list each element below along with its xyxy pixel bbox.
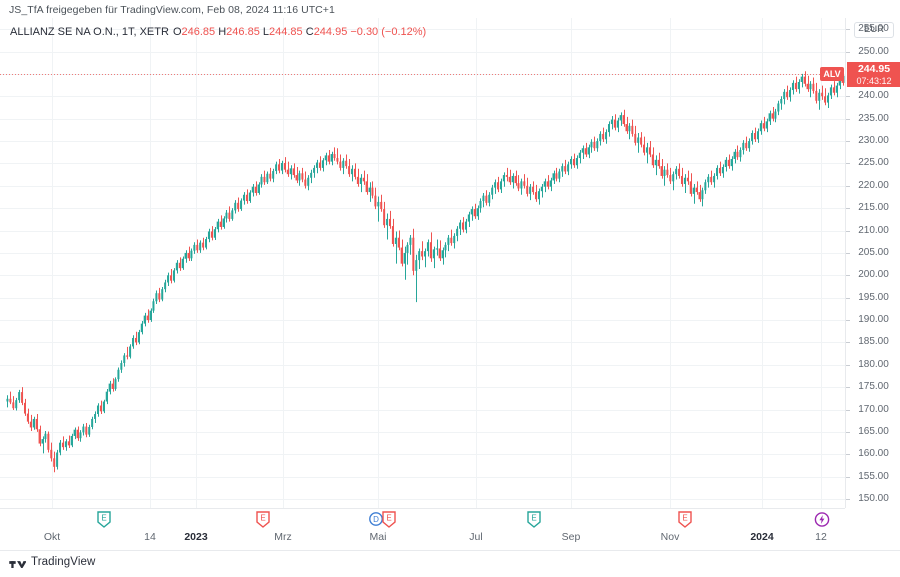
attribution-text: JS_TfA freigegeben für TradingView.com, … xyxy=(9,4,335,16)
price-scale[interactable]: EUR 255.00250.00245.00240.00235.00230.00… xyxy=(820,18,900,508)
price-tick: 190.00 xyxy=(846,314,900,326)
time-tick: Nov xyxy=(660,531,680,543)
grid-lines xyxy=(0,18,845,508)
price-tick: 170.00 xyxy=(846,404,900,416)
price-tick: 150.00 xyxy=(846,493,900,505)
current-price-value: 244.95 xyxy=(857,63,891,76)
svg-text:E: E xyxy=(101,514,106,523)
price-tick: 155.00 xyxy=(846,471,900,483)
earnings-marker-icon[interactable]: E xyxy=(382,511,396,528)
price-tick: 250.00 xyxy=(846,46,900,58)
price-tick: 175.00 xyxy=(846,381,900,393)
svg-text:E: E xyxy=(386,514,391,523)
price-tick: 185.00 xyxy=(846,336,900,348)
time-tick: 2024 xyxy=(750,531,774,543)
split-event-marker[interactable] xyxy=(814,511,830,528)
currency-badge[interactable]: EUR xyxy=(854,22,894,38)
candle-series xyxy=(6,71,845,473)
time-tick: 12 xyxy=(815,531,827,543)
chart-legend: ALLIANZ SE NA O.N., 1T, XETR O246.85 H246… xyxy=(10,26,426,39)
time-tick: Jul xyxy=(469,531,483,543)
tradingview-branding[interactable]: TradingView xyxy=(9,556,95,568)
legend-high-label: H xyxy=(218,26,227,38)
chart-plot-area[interactable] xyxy=(0,18,845,508)
tradingview-logo-icon xyxy=(9,560,26,568)
price-tick: 230.00 xyxy=(846,135,900,147)
legend-close-label: C xyxy=(305,26,314,38)
svg-text:D: D xyxy=(373,515,379,524)
svg-text:E: E xyxy=(682,514,687,523)
dividend-marker-icon[interactable]: D xyxy=(369,511,383,528)
price-tick: 210.00 xyxy=(846,225,900,237)
current-price-badge: 244.95 07:43:12 xyxy=(847,62,900,88)
ticker-tag: ALV xyxy=(820,67,844,82)
price-tick: 205.00 xyxy=(846,247,900,259)
legend-open-label: O xyxy=(172,26,182,38)
earnings-marker-icon[interactable]: E xyxy=(678,511,692,528)
legend-low-value: 244.85 xyxy=(269,26,303,38)
tradingview-wordmark: TradingView xyxy=(31,556,96,568)
price-tick: 180.00 xyxy=(846,359,900,371)
time-tick: Sep xyxy=(561,531,581,543)
legend-high-value: 246.85 xyxy=(226,26,260,38)
legend-low-label: L xyxy=(262,26,270,38)
time-tick: 14 xyxy=(144,531,156,543)
price-tick: 200.00 xyxy=(846,269,900,281)
price-tick: 160.00 xyxy=(846,448,900,460)
earnings-marker-icon[interactable]: E xyxy=(256,511,270,528)
bar-countdown-timer: 07:43:12 xyxy=(856,76,892,87)
price-tick: 220.00 xyxy=(846,180,900,192)
footer-divider xyxy=(0,550,900,551)
price-tick: 215.00 xyxy=(846,202,900,214)
candlestick-canvas xyxy=(0,18,845,508)
time-tick: Okt xyxy=(43,531,61,543)
time-tick: Mai xyxy=(369,531,387,543)
time-tick: Mrz xyxy=(274,531,292,543)
price-tick: 195.00 xyxy=(846,292,900,304)
earnings-marker-icon[interactable]: E xyxy=(527,511,541,528)
legend-open-value: 246.85 xyxy=(181,26,216,38)
earnings-marker-icon[interactable]: E xyxy=(97,511,111,528)
price-tick: 240.00 xyxy=(846,90,900,102)
price-tick: 235.00 xyxy=(846,113,900,125)
svg-text:E: E xyxy=(531,514,536,523)
legend-symbol[interactable]: ALLIANZ SE NA O.N., 1T, XETR xyxy=(10,26,169,38)
svg-text:E: E xyxy=(260,514,265,523)
price-tick: 165.00 xyxy=(846,426,900,438)
time-tick: 2023 xyxy=(184,531,208,543)
legend-change-value: −0.30 (−0.12%) xyxy=(350,26,427,38)
price-tick: 255.00 xyxy=(846,23,900,35)
price-tick: 225.00 xyxy=(846,157,900,169)
legend-close-value: 244.95 xyxy=(313,26,348,38)
